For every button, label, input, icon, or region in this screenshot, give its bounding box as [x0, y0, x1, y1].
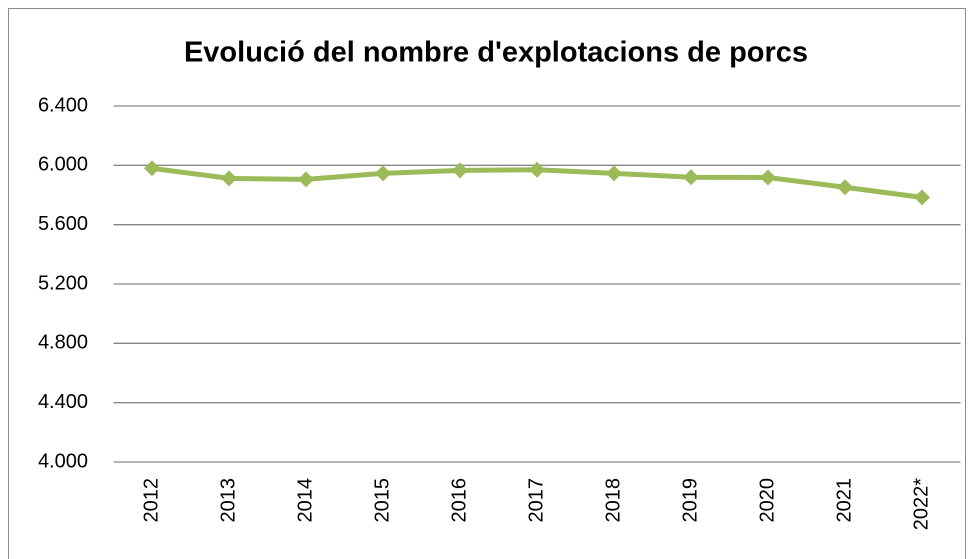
x-tick-label: 2021 — [833, 478, 855, 523]
x-tick-label: 2014 — [294, 478, 316, 523]
data-point — [837, 179, 853, 196]
x-tick-label: 2022* — [910, 478, 932, 530]
x-tick-label: 2017 — [525, 478, 547, 523]
x-tick-label: 2013 — [217, 478, 239, 523]
data-point — [298, 171, 314, 188]
data-point — [606, 165, 622, 182]
y-tick-label: 5.200 — [38, 272, 88, 294]
data-point — [375, 165, 391, 182]
data-point — [144, 160, 160, 177]
y-tick-label: 5.600 — [38, 213, 88, 235]
y-tick-label: 4.000 — [38, 450, 88, 472]
x-tick-label: 2015 — [371, 478, 393, 523]
data-point — [760, 169, 776, 186]
x-tick-label: 2019 — [679, 478, 701, 523]
y-tick-label: 6.400 — [38, 94, 88, 116]
x-tick-label: 2016 — [448, 478, 470, 523]
x-tick-label: 2018 — [602, 478, 624, 523]
data-point — [221, 170, 237, 187]
data-point — [452, 162, 468, 179]
x-tick-label: 2020 — [756, 478, 778, 523]
y-tick-label: 4.400 — [38, 391, 88, 413]
data-point — [529, 161, 545, 178]
x-tick-label: 2012 — [140, 478, 162, 523]
chart-title: Evolució del nombre d'explotacions de po… — [184, 37, 808, 69]
y-tick-label: 4.800 — [38, 332, 88, 354]
y-tick-label: 6.000 — [38, 154, 88, 176]
data-point — [683, 169, 699, 186]
data-point — [914, 189, 930, 206]
